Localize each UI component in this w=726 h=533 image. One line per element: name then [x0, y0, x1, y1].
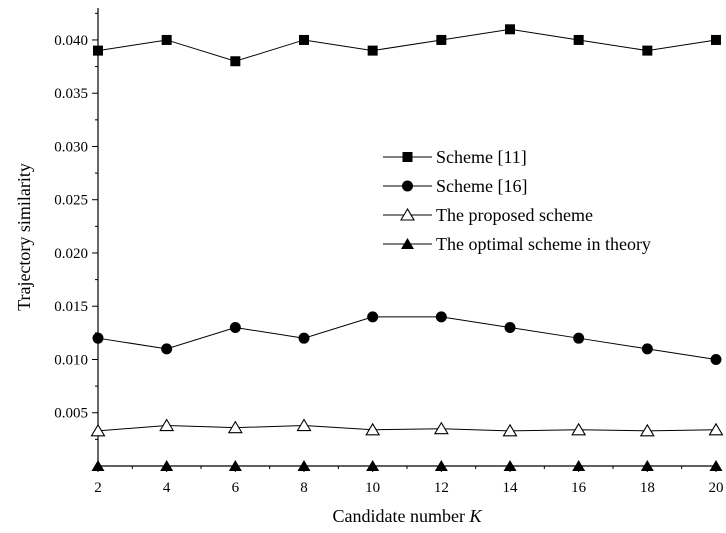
x-tick-label: 18	[640, 480, 655, 496]
x-tick-label: 6	[232, 480, 240, 496]
data-point	[433, 421, 449, 435]
x-tick-label: 12	[434, 480, 449, 496]
data-point	[640, 460, 654, 471]
data-point	[367, 311, 379, 323]
data-point	[572, 460, 586, 471]
data-point	[92, 332, 104, 344]
series-line	[97, 28, 717, 62]
data-point	[365, 422, 381, 436]
x-tick-label: 14	[503, 480, 519, 496]
legend-marker	[400, 207, 415, 221]
data-point	[708, 422, 724, 436]
data-point	[90, 423, 106, 437]
x-tick-label: 4	[163, 480, 171, 496]
data-point	[161, 343, 173, 355]
legend: Scheme [11] Scheme [16] The proposed schem…	[383, 147, 651, 254]
series-3	[90, 418, 724, 437]
y-tick-label: 0.020	[54, 246, 88, 262]
data-point	[503, 460, 517, 471]
data-point	[297, 460, 311, 471]
y-axis-title: Trajectory similarity	[14, 163, 34, 311]
data-point	[639, 423, 655, 437]
x-axis-title: Candidate number K	[333, 506, 483, 526]
y-tick-label: 0.010	[54, 352, 88, 368]
data-point	[642, 45, 653, 56]
data-point	[711, 34, 721, 45]
x-tick-label: 8	[300, 480, 308, 496]
legend-marker	[402, 180, 413, 192]
x-tick-label: 16	[571, 480, 587, 496]
data-point	[641, 343, 653, 355]
data-point	[366, 460, 380, 471]
data-point	[709, 460, 723, 471]
data-point	[367, 45, 378, 56]
legend-item: The proposed scheme	[383, 205, 593, 225]
data-point	[504, 322, 516, 334]
data-point	[434, 460, 448, 471]
series-4	[91, 460, 723, 471]
data-point	[571, 422, 587, 436]
data-point	[160, 460, 174, 471]
legend-label: The proposed scheme	[436, 205, 593, 225]
data-point	[229, 322, 241, 334]
legend-item: Scheme [16]	[383, 176, 527, 196]
data-point	[298, 332, 310, 344]
data-point	[296, 418, 312, 432]
y-tick-label: 0.030	[54, 139, 88, 155]
data-point	[505, 24, 515, 35]
data-point	[710, 353, 722, 365]
x-tick-label: 10	[365, 480, 380, 496]
x-axis-title-text: Candidate number	[333, 506, 470, 526]
legend-label: The optimal scheme in theory	[436, 234, 651, 254]
series-line	[97, 425, 717, 432]
data-point	[299, 34, 309, 45]
series-layer	[90, 24, 724, 471]
axes: 2 4 6 8 10 12 14 16 18 20 0.005 0.010 0.015 0.020 0.02…	[54, 8, 724, 496]
data-point	[230, 56, 241, 67]
data-point	[573, 332, 585, 344]
legend-label: Scheme [16]	[436, 176, 527, 196]
data-point	[228, 460, 242, 471]
x-tick-label: 20	[709, 480, 724, 496]
data-point	[502, 423, 518, 437]
x-tick-label: 2	[94, 480, 102, 496]
series-line	[97, 316, 717, 360]
y-tick-label: 0.015	[54, 299, 88, 315]
data-point	[161, 34, 172, 45]
legend-marker	[402, 152, 413, 162]
y-tick-label: 0.025	[54, 193, 88, 209]
data-point	[573, 34, 584, 45]
data-point	[93, 45, 103, 56]
series-1	[93, 24, 721, 67]
series-2	[92, 311, 722, 365]
y-tick-label: 0.035	[54, 86, 88, 102]
y-tick-label: 0.040	[54, 33, 88, 49]
legend-label: Scheme [11]	[436, 147, 527, 167]
data-point	[159, 418, 175, 432]
data-point	[91, 460, 105, 471]
legend-item: Scheme [11]	[383, 147, 527, 167]
data-point	[436, 34, 447, 45]
data-point	[435, 311, 447, 323]
legend-item: The optimal scheme in theory	[383, 234, 651, 254]
x-axis-title-variable: K	[468, 506, 482, 526]
data-point	[227, 420, 243, 434]
y-tick-label: 0.005	[54, 406, 88, 422]
legend-marker	[401, 238, 414, 249]
